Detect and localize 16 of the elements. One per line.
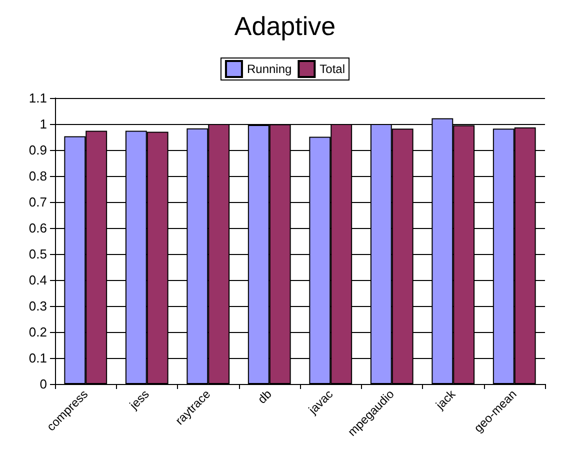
y-tick-label: 0 <box>40 376 47 392</box>
chart-title: Adaptive <box>234 11 336 41</box>
y-tick-label: 0.7 <box>28 194 47 210</box>
y-tick-label: 0.9 <box>28 142 47 158</box>
legend-label: Total <box>320 62 346 76</box>
y-tick-label: 1.1 <box>28 90 47 106</box>
y-tick-label: 0.2 <box>28 324 47 340</box>
y-tick-label: 0.5 <box>28 246 47 262</box>
legend-label: Running <box>246 62 292 76</box>
x-tick-label: db <box>254 386 275 406</box>
y-tick-label: 0.6 <box>28 220 47 236</box>
y-tick-label: 0.8 <box>28 168 47 184</box>
y-tick-label: 0.4 <box>28 272 47 288</box>
y-tick-label: 0.1 <box>28 350 47 366</box>
y-tick-label: 0.3 <box>28 298 47 314</box>
y-tick-label: 1 <box>40 116 47 132</box>
